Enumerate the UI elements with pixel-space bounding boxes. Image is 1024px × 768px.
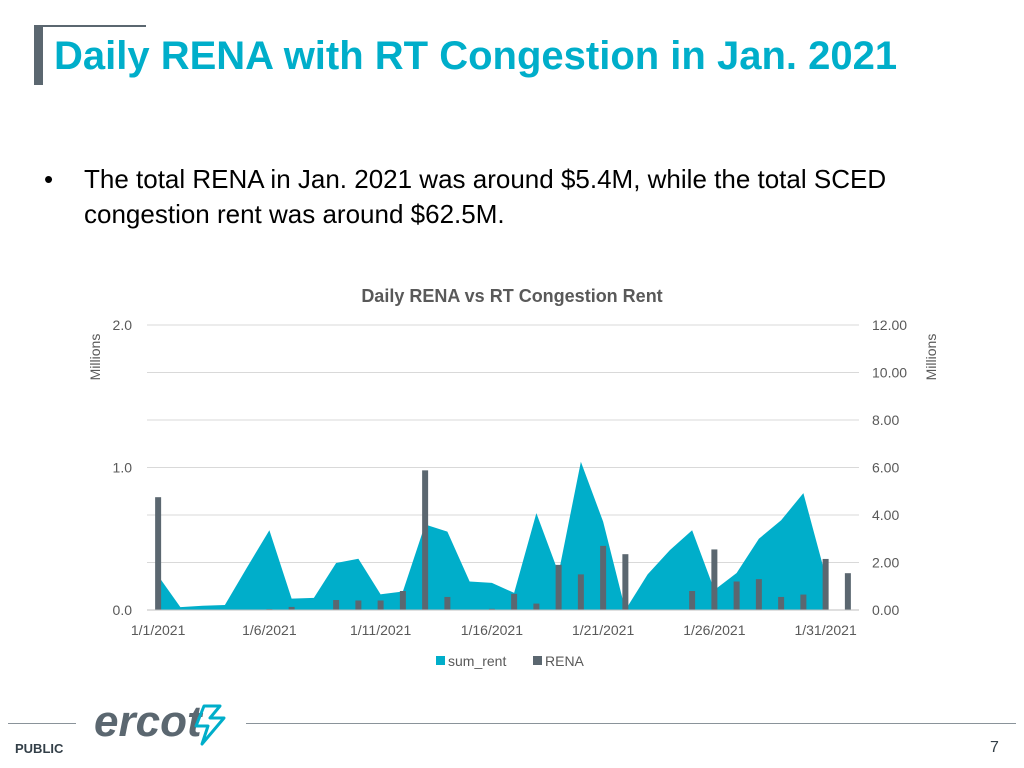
rena-bar xyxy=(444,596,451,610)
left-tick-label: 2.0 xyxy=(113,317,133,333)
right-tick-label: 2.00 xyxy=(872,555,899,571)
footer-divider-right xyxy=(246,723,1016,724)
rena-bar xyxy=(689,591,696,610)
rena-bar xyxy=(355,600,362,610)
rena-bar xyxy=(711,549,718,610)
rena-bar xyxy=(155,497,162,610)
rena-bar xyxy=(622,554,629,610)
right-tick-label: 6.00 xyxy=(872,460,899,476)
slide-title: Daily RENA with RT Congestion in Jan. 20… xyxy=(54,34,898,78)
left-tick-label: 1.0 xyxy=(113,460,133,476)
logo-wordmark: ercot xyxy=(94,698,204,746)
bullet-text: The total RENA in Jan. 2021 was around $… xyxy=(84,164,887,229)
left-axis-label: Millions xyxy=(87,334,103,381)
rena-bar xyxy=(333,600,340,610)
classification-label: PUBLIC xyxy=(15,741,64,756)
rena-bar xyxy=(533,603,540,610)
rena-bar xyxy=(377,600,384,610)
chart-axes: 0.0 1.0 2.0 0.00 2.00 4.00 6.00 8.00 10.00 12.00 1… xyxy=(113,317,908,638)
bullet-item: • The total RENA in Jan. 2021 was around… xyxy=(44,162,984,232)
x-tick-label: 1/21/2021 xyxy=(572,622,634,638)
chart-title: Daily RENA vs RT Congestion Rent xyxy=(361,286,662,306)
rena-bar xyxy=(288,606,295,610)
legend-swatch-sum-rent xyxy=(436,656,445,665)
sum-rent-series xyxy=(158,461,826,610)
logo-bolt-icon xyxy=(194,704,226,746)
x-tick-label: 1/1/2021 xyxy=(131,622,186,638)
rena-bar xyxy=(488,608,495,610)
rena-bar xyxy=(755,579,762,610)
legend-label-sum-rent: sum_rent xyxy=(448,653,506,669)
rena-bar xyxy=(511,593,518,610)
rena-bar xyxy=(733,581,740,610)
sum-rent-area xyxy=(158,461,826,610)
x-tick-label: 1/6/2021 xyxy=(242,622,297,638)
right-axis-label: Millions xyxy=(923,334,939,381)
ercot-logo: ercot xyxy=(94,698,226,746)
footer-divider-left xyxy=(8,723,76,724)
combo-chart: Daily RENA vs RT Congestion Rent 0.0 1.0 2… xyxy=(87,286,939,669)
title-accent-bar xyxy=(34,25,43,85)
x-tick-label: 1/26/2021 xyxy=(683,622,745,638)
right-tick-label: 4.00 xyxy=(872,507,899,523)
right-tick-label: 12.00 xyxy=(872,317,907,333)
page-number: 7 xyxy=(990,739,999,756)
x-tick-label: 1/11/2021 xyxy=(350,622,411,638)
bullet-list: • The total RENA in Jan. 2021 was around… xyxy=(44,162,984,232)
rena-bar xyxy=(800,594,807,610)
x-tick-label: 1/16/2021 xyxy=(461,622,523,638)
rena-bar xyxy=(555,564,562,610)
left-tick-label: 0.0 xyxy=(113,602,133,618)
bullet-marker: • xyxy=(44,164,54,194)
right-tick-label: 10.00 xyxy=(872,365,907,381)
rena-bar xyxy=(577,574,584,610)
x-tick-label: 1/31/2021 xyxy=(794,622,856,638)
legend-swatch-rena xyxy=(533,656,542,665)
title-accent-line xyxy=(34,25,146,27)
rena-bar xyxy=(822,558,829,610)
chart-legend: sum_rent RENA xyxy=(436,653,585,669)
rena-bar xyxy=(844,573,851,610)
rena-bar xyxy=(422,470,429,610)
legend-label-rena: RENA xyxy=(545,653,585,669)
rena-bar xyxy=(778,596,785,610)
right-tick-label: 8.00 xyxy=(872,412,899,428)
rena-bar xyxy=(600,545,607,610)
rena-bar xyxy=(399,591,406,610)
rena-series xyxy=(155,470,851,610)
right-tick-label: 0.00 xyxy=(872,602,899,618)
